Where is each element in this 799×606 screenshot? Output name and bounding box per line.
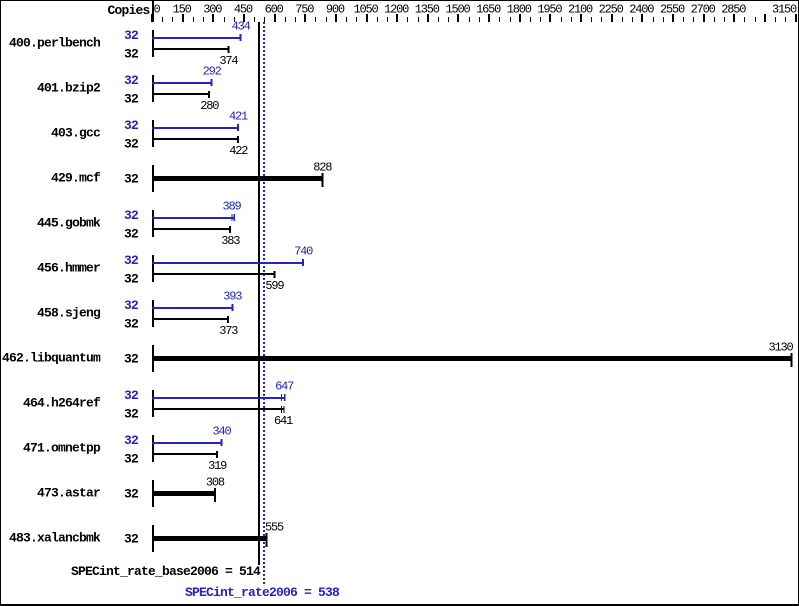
svg-text:32: 32 xyxy=(124,208,139,223)
svg-text:32: 32 xyxy=(124,352,139,367)
svg-text:32: 32 xyxy=(124,92,139,107)
svg-text:292: 292 xyxy=(203,65,222,79)
svg-text:445.gobmk: 445.gobmk xyxy=(37,216,101,231)
svg-text:900: 900 xyxy=(326,3,345,17)
svg-text:1350: 1350 xyxy=(415,3,440,17)
svg-text:32: 32 xyxy=(124,388,139,403)
svg-text:1200: 1200 xyxy=(384,3,409,17)
svg-text:434: 434 xyxy=(232,20,251,34)
svg-text:429.mcf: 429.mcf xyxy=(51,171,101,186)
svg-text:1050: 1050 xyxy=(354,3,379,17)
svg-text:464.h264ref: 464.h264ref xyxy=(23,396,101,411)
svg-text:462.libquantum: 462.libquantum xyxy=(2,351,101,366)
svg-text:401.bzip2: 401.bzip2 xyxy=(37,81,101,96)
svg-text:641: 641 xyxy=(274,414,293,428)
svg-text:32: 32 xyxy=(124,227,139,242)
svg-text:2850: 2850 xyxy=(721,3,746,17)
svg-text:600: 600 xyxy=(265,3,284,17)
svg-text:403.gcc: 403.gcc xyxy=(51,126,101,141)
svg-text:450: 450 xyxy=(234,3,253,17)
svg-text:32: 32 xyxy=(124,118,139,133)
svg-text:32: 32 xyxy=(124,28,139,43)
svg-text:32: 32 xyxy=(124,253,139,268)
svg-text:32: 32 xyxy=(124,433,139,448)
svg-text:SPECint_rate_base2006 = 514: SPECint_rate_base2006 = 514 xyxy=(71,564,261,579)
svg-text:555: 555 xyxy=(265,521,284,535)
svg-text:2550: 2550 xyxy=(660,3,685,17)
svg-text:2100: 2100 xyxy=(568,3,593,17)
svg-text:32: 32 xyxy=(124,272,139,287)
svg-text:32: 32 xyxy=(124,47,139,62)
svg-text:750: 750 xyxy=(295,3,314,17)
svg-text:456.hmmer: 456.hmmer xyxy=(37,261,100,276)
svg-text:1950: 1950 xyxy=(537,3,562,17)
svg-text:340: 340 xyxy=(212,425,231,439)
svg-text:32: 32 xyxy=(124,532,139,547)
svg-text:483.xalancbmk: 483.xalancbmk xyxy=(9,531,101,546)
svg-text:1500: 1500 xyxy=(445,3,470,17)
svg-text:2700: 2700 xyxy=(691,3,716,17)
svg-text:400.perlbench: 400.perlbench xyxy=(9,36,101,51)
svg-text:373: 373 xyxy=(219,324,238,338)
svg-text:1650: 1650 xyxy=(476,3,501,17)
svg-text:SPECint_rate2006 = 538: SPECint_rate2006 = 538 xyxy=(185,585,340,600)
svg-text:3130: 3130 xyxy=(768,341,793,355)
svg-text:32: 32 xyxy=(124,317,139,332)
svg-text:3150: 3150 xyxy=(772,3,797,17)
svg-text:740: 740 xyxy=(294,245,313,259)
svg-text:1800: 1800 xyxy=(507,3,532,17)
svg-text:300: 300 xyxy=(203,3,222,17)
svg-text:319: 319 xyxy=(208,459,227,473)
svg-text:32: 32 xyxy=(124,172,139,187)
svg-text:828: 828 xyxy=(313,161,332,175)
svg-text:32: 32 xyxy=(124,73,139,88)
svg-text:308: 308 xyxy=(206,476,225,490)
svg-text:458.sjeng: 458.sjeng xyxy=(37,306,101,321)
svg-text:32: 32 xyxy=(124,137,139,152)
svg-text:473.astar: 473.astar xyxy=(37,486,100,501)
svg-text:150: 150 xyxy=(173,3,192,17)
svg-text:32: 32 xyxy=(124,407,139,422)
svg-text:422: 422 xyxy=(229,144,248,158)
svg-text:647: 647 xyxy=(275,380,294,394)
svg-text:2400: 2400 xyxy=(629,3,654,17)
svg-text:2250: 2250 xyxy=(599,3,624,17)
svg-text:393: 393 xyxy=(223,290,242,304)
svg-text:32: 32 xyxy=(124,487,139,502)
svg-text:0: 0 xyxy=(154,3,161,17)
svg-text:599: 599 xyxy=(265,279,284,293)
svg-text:280: 280 xyxy=(200,99,219,113)
svg-text:383: 383 xyxy=(221,234,240,248)
svg-text:32: 32 xyxy=(124,452,139,467)
svg-text:32: 32 xyxy=(124,298,139,313)
svg-text:374: 374 xyxy=(219,54,238,68)
svg-text:471.omnetpp: 471.omnetpp xyxy=(23,441,101,456)
svg-text:389: 389 xyxy=(222,200,241,214)
svg-text:Copies: Copies xyxy=(107,3,150,18)
svg-text:421: 421 xyxy=(229,110,248,124)
